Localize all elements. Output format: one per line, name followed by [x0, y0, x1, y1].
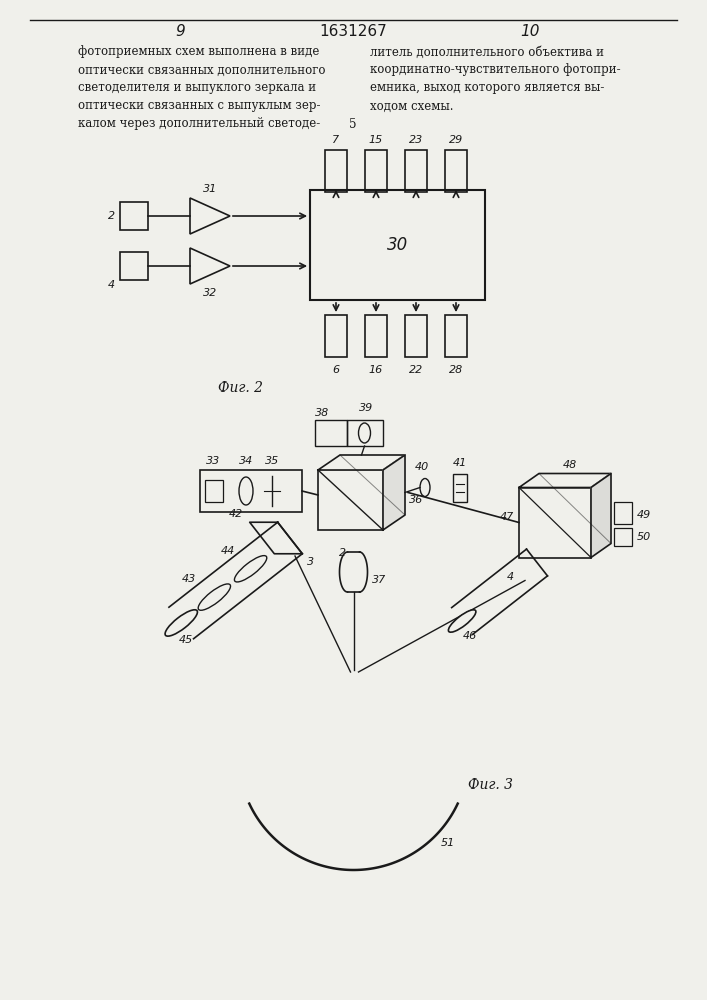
Text: 9: 9: [175, 24, 185, 39]
Text: 36: 36: [409, 495, 423, 505]
Bar: [519, 488, 591, 558]
Polygon shape: [318, 455, 405, 470]
Text: Фиг. 3: Фиг. 3: [467, 778, 513, 792]
Bar: [405, 150, 427, 192]
Text: 50: 50: [637, 532, 651, 542]
Text: 6: 6: [332, 365, 339, 375]
Text: фотоприемных схем выполнена в виде: фотоприемных схем выполнена в виде: [78, 45, 320, 58]
Text: 32: 32: [203, 288, 217, 298]
Text: 43: 43: [182, 574, 196, 584]
Text: 46: 46: [463, 631, 477, 641]
Text: 38: 38: [315, 408, 329, 418]
Text: 10: 10: [520, 24, 539, 39]
Text: 2: 2: [339, 548, 346, 558]
Bar: [205, 480, 223, 502]
Text: 7: 7: [332, 135, 339, 145]
Text: оптически связанных с выпуклым зер-: оптически связанных с выпуклым зер-: [78, 100, 320, 112]
Text: 33: 33: [206, 456, 220, 466]
Text: 49: 49: [637, 510, 651, 520]
Bar: [310, 190, 485, 300]
Bar: [318, 470, 383, 530]
Bar: [120, 252, 148, 280]
Text: 41: 41: [453, 458, 467, 468]
Bar: [200, 470, 302, 512]
Bar: [120, 202, 148, 230]
Text: 3: 3: [308, 557, 315, 567]
Bar: [365, 315, 387, 357]
Text: 30: 30: [387, 236, 408, 254]
Text: 1631267: 1631267: [319, 24, 387, 39]
Text: 44: 44: [221, 546, 235, 556]
Text: 2: 2: [108, 211, 115, 221]
Text: 16: 16: [369, 365, 383, 375]
Text: 35: 35: [265, 456, 279, 466]
Bar: [346, 420, 382, 446]
Text: 22: 22: [409, 365, 423, 375]
Text: 47: 47: [500, 512, 514, 522]
Bar: [614, 528, 632, 546]
Text: оптически связанных дополнительного: оптически связанных дополнительного: [78, 64, 325, 77]
Text: 37: 37: [371, 575, 386, 585]
Text: Фиг. 2: Фиг. 2: [218, 381, 262, 395]
Bar: [453, 474, 467, 502]
Polygon shape: [591, 474, 611, 558]
Bar: [445, 150, 467, 192]
Ellipse shape: [448, 610, 476, 632]
Polygon shape: [383, 455, 405, 530]
Text: 34: 34: [239, 456, 253, 466]
Bar: [365, 150, 387, 192]
Text: литель дополнительного объектива и: литель дополнительного объектива и: [370, 45, 604, 58]
Bar: [614, 502, 632, 524]
Text: ходом схемы.: ходом схемы.: [370, 100, 453, 112]
Text: 28: 28: [449, 365, 463, 375]
Bar: [315, 420, 346, 446]
Text: 15: 15: [369, 135, 383, 145]
Text: 51: 51: [441, 838, 455, 848]
Text: 39: 39: [359, 403, 373, 413]
Text: координатно-чувствительного фотопри-: координатно-чувствительного фотопри-: [370, 64, 621, 77]
Text: калом через дополнительный светоде-: калом через дополнительный светоде-: [78, 117, 320, 130]
Text: светоделителя и выпуклого зеркала и: светоделителя и выпуклого зеркала и: [78, 82, 316, 95]
Polygon shape: [519, 474, 611, 488]
Text: 5: 5: [349, 117, 357, 130]
Text: 29: 29: [449, 135, 463, 145]
Text: 45: 45: [179, 635, 193, 645]
Bar: [405, 315, 427, 357]
Text: 23: 23: [409, 135, 423, 145]
Ellipse shape: [165, 610, 197, 636]
Bar: [325, 315, 347, 357]
Text: 42: 42: [228, 509, 243, 519]
Text: емника, выход которого является вы-: емника, выход которого является вы-: [370, 82, 604, 95]
Text: 4: 4: [507, 572, 514, 582]
Bar: [325, 150, 347, 192]
Text: 4: 4: [108, 280, 115, 290]
Bar: [445, 315, 467, 357]
Text: 40: 40: [415, 462, 429, 472]
Text: 31: 31: [203, 184, 217, 194]
Text: 48: 48: [563, 460, 577, 470]
